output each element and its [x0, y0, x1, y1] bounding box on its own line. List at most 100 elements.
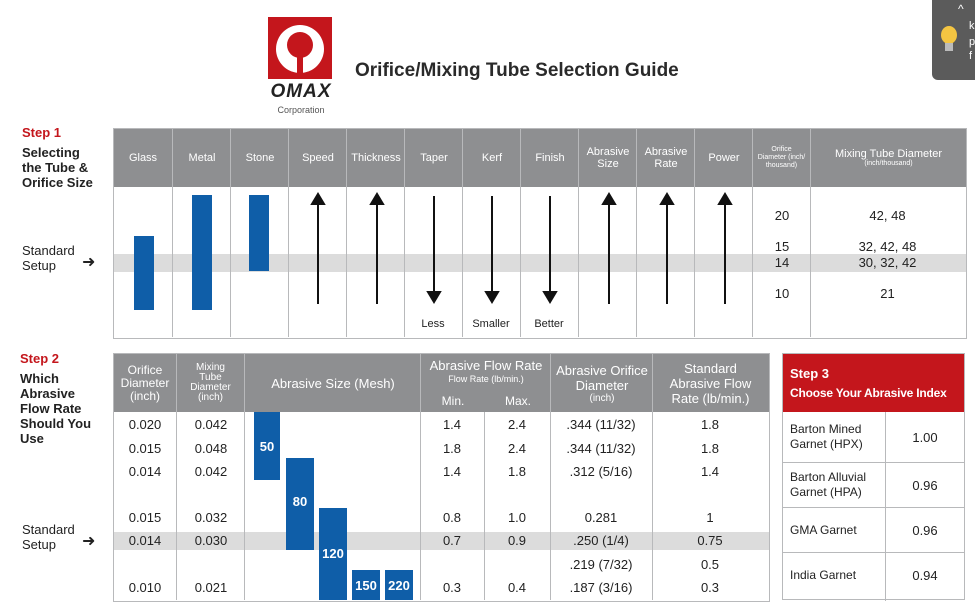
s2-row4-mixing: 0.032	[194, 510, 228, 525]
s2-row5-max: 0.9	[507, 533, 527, 548]
step2-col-lines	[114, 412, 768, 600]
s2-row5-abr: .250 (1/4)	[573, 533, 629, 548]
mixing-val-4: 21	[880, 286, 895, 301]
hdr-orifice-diameter: Orifice Diameter (inch/ thousand)	[752, 129, 810, 187]
arrow-right-icon: ➜	[82, 533, 96, 550]
step1-standard-label: Standard Setup	[22, 243, 75, 273]
step1-text: Selecting the Tube & Orifice Size	[22, 145, 93, 190]
s2-row2-max: 2.4	[507, 441, 527, 456]
s2-row7-abr: .187 (3/16)	[569, 580, 633, 595]
s2-row4-std: 1	[706, 510, 714, 525]
step3-row3-name: GMA Garnet	[790, 523, 857, 537]
s2-row4-abr: 0.281	[584, 510, 618, 525]
s2-row4-min: 0.8	[442, 510, 462, 525]
s2-row5-mixing: 0.030	[194, 533, 228, 548]
hdr2-abrasive-size: Abrasive Size (Mesh)	[244, 354, 421, 412]
s2-row1-orifice: 0.020	[128, 417, 162, 432]
s2-row3-min: 1.4	[442, 464, 462, 479]
orifice-val-1: 20	[774, 208, 790, 223]
hdr-glass: Glass	[114, 129, 172, 187]
tooltip-line-3: f	[969, 50, 973, 62]
glass-bar	[134, 236, 154, 310]
kerf-bottom-label: Smaller	[472, 318, 510, 330]
s2-row1-abr: .344 (11/32)	[566, 417, 636, 432]
mixing-val-1: 42, 48	[869, 208, 906, 223]
tooltip-popup[interactable]: ^ k p f	[932, 0, 975, 80]
mesh-80: 80	[286, 458, 314, 550]
logo-mark	[268, 17, 332, 79]
hdr2-abrasive-orifice: Abrasive Orifice Diameter (inch)	[550, 354, 653, 412]
s2-row1-std: 1.8	[700, 417, 720, 432]
hdr-stone: Stone	[230, 129, 289, 187]
s2-row3-orifice: 0.014	[128, 464, 162, 479]
mesh-50: 50	[254, 412, 280, 480]
s2-row1-mixing: 0.042	[194, 417, 228, 432]
s2-row7-min: 0.3	[442, 580, 462, 595]
s2-row7-max: 0.4	[507, 580, 527, 595]
mesh-120: 120	[319, 508, 347, 600]
metal-bar	[192, 195, 212, 310]
s2-row4-orifice: 0.015	[128, 510, 162, 525]
s2-row7-orifice: 0.010	[128, 580, 162, 595]
logo-brand: OMAX	[270, 81, 332, 102]
step2-text: Which Abrasive Flow Rate Should You Use	[20, 371, 92, 446]
s2-row2-abr: .344 (11/32)	[566, 441, 636, 456]
hdr2-flow-rate: Abrasive Flow Rate Flow Rate (lb/min.) M…	[420, 354, 551, 412]
step3-row1-value: 1.00	[912, 430, 938, 445]
standard-band-2	[114, 532, 769, 550]
finish-bottom-label: Better	[534, 318, 564, 330]
hdr-abrasive-size: Abrasive Size	[578, 129, 637, 187]
step3-row2-name: Barton Alluvial Garnet (HPA)	[790, 470, 867, 499]
step2-standard-label: Standard Setup	[22, 522, 75, 552]
s2-row3-abr: .312 (5/16)	[569, 464, 633, 479]
mesh-220: 220	[385, 570, 413, 600]
s2-row7-std: 0.3	[700, 580, 720, 595]
s2-row2-std: 1.8	[700, 441, 720, 456]
mesh-150: 150	[352, 570, 380, 600]
taper-bottom-label: Less	[421, 318, 445, 330]
step3-panel: Step 3 Choose Your Abrasive Index	[782, 353, 965, 601]
omax-logo: OMAX Corporation	[262, 15, 340, 115]
mixing-val-2: 32, 42, 48	[858, 239, 917, 254]
orifice-val-4: 10	[774, 286, 790, 301]
s2-row1-min: 1.4	[442, 417, 462, 432]
s2-row5-min: 0.7	[442, 533, 462, 548]
hdr-mixing-diameter: Mixing Tube Diameter (inch/thousand)	[810, 129, 966, 187]
step3-row3-value: 0.96	[912, 523, 938, 538]
s2-row5-std: 0.75	[697, 533, 723, 548]
logo-sub: Corporation	[277, 105, 325, 115]
collapse-chevron-icon[interactable]: ^	[958, 2, 964, 16]
hdr-speed: Speed	[288, 129, 347, 187]
step3-row4-name: India Garnet	[790, 568, 857, 582]
stone-bar	[249, 195, 269, 271]
step1-label: Step 1	[22, 125, 62, 140]
hdr2-std-flow: Standard Abrasive Flow Rate (lb/min.)	[652, 354, 768, 412]
hdr2-mixing: Mixing Tube Diameter (inch)	[176, 354, 244, 412]
s2-row7-mixing: 0.021	[194, 580, 228, 595]
hdr2-orifice: Orifice Diameter (inch)	[114, 354, 176, 412]
hdr-taper: Taper	[404, 129, 463, 187]
s2-row3-std: 1.4	[700, 464, 720, 479]
hdr-kerf: Kerf	[462, 129, 521, 187]
step2-label: Step 2	[20, 351, 60, 366]
step3-row1-name: Barton Mined Garnet (HPX)	[790, 422, 863, 451]
hdr-finish: Finish	[520, 129, 579, 187]
step3-header: Step 3 Choose Your Abrasive Index	[783, 354, 964, 412]
page-title: Orifice/Mixing Tube Selection Guide	[355, 60, 679, 81]
lightbulb-icon	[941, 26, 957, 44]
mixing-val-3: 30, 32, 42	[858, 255, 917, 270]
s2-row1-max: 2.4	[507, 417, 527, 432]
step1-col-lines	[114, 187, 965, 337]
tooltip-line-1: k	[969, 20, 975, 32]
s2-row2-orifice: 0.015	[128, 441, 162, 456]
s2-row6-abr: .219 (7/32)	[569, 557, 633, 572]
tooltip-line-2: p	[969, 36, 975, 48]
step3-row2-value: 0.96	[912, 478, 938, 493]
s2-row2-min: 1.8	[442, 441, 462, 456]
s2-row2-mixing: 0.048	[194, 441, 228, 456]
hdr-power: Power	[694, 129, 753, 187]
hdr-thickness: Thickness	[346, 129, 405, 187]
hdr-metal: Metal	[172, 129, 231, 187]
orifice-val-2: 15	[774, 239, 790, 254]
lightbulb-base	[945, 43, 953, 51]
